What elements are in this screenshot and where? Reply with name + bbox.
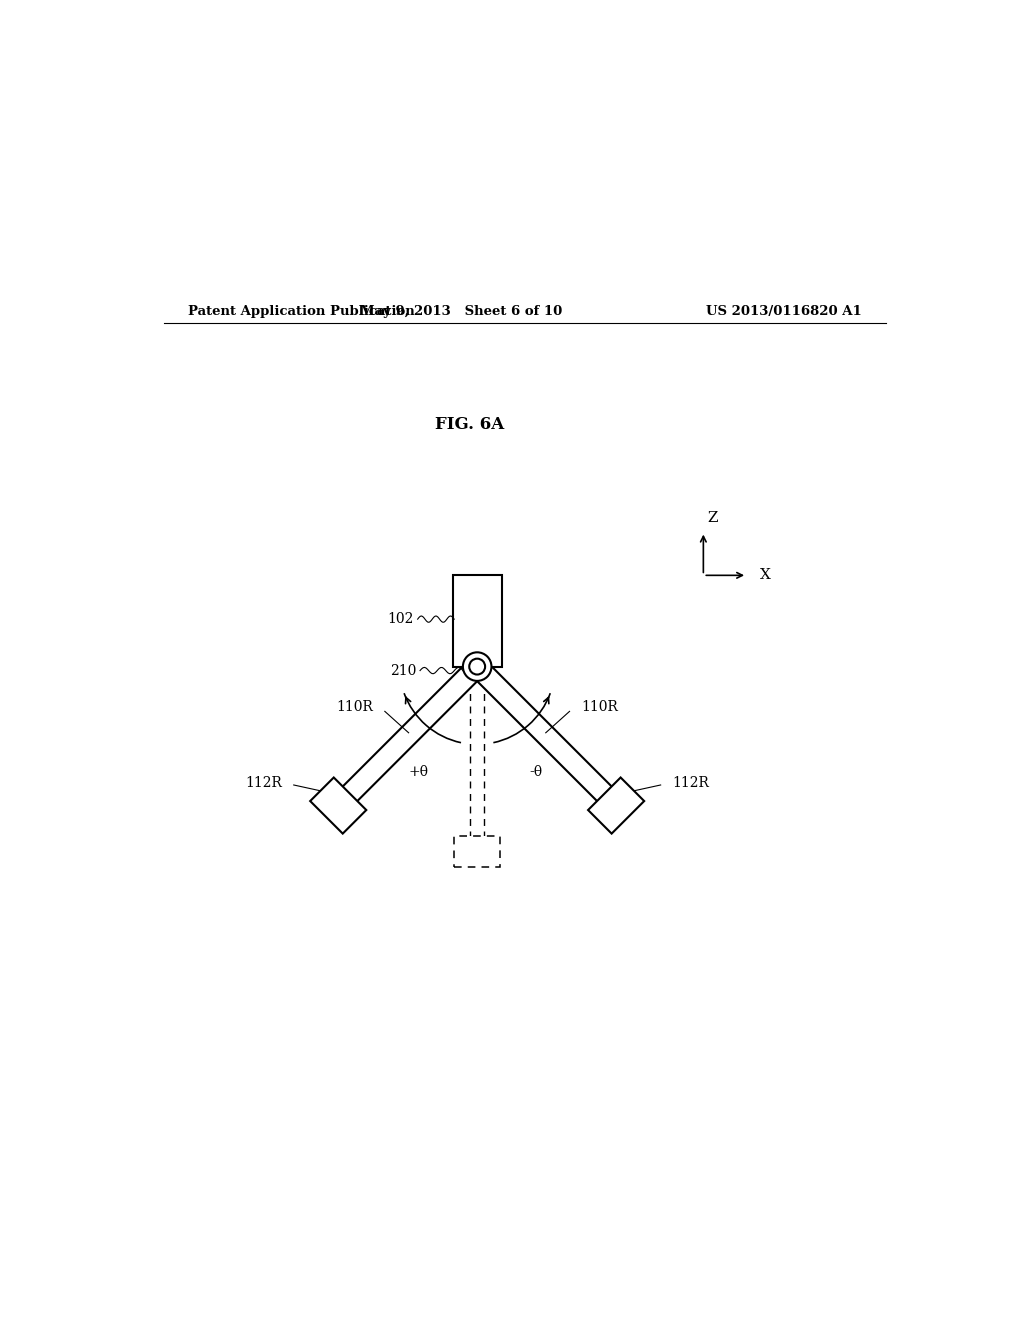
Text: X: X bbox=[760, 569, 771, 582]
Text: Patent Application Publication: Patent Application Publication bbox=[187, 305, 415, 318]
Polygon shape bbox=[338, 659, 484, 805]
Text: US 2013/0116820 A1: US 2013/0116820 A1 bbox=[707, 305, 862, 318]
Text: 112R: 112R bbox=[245, 776, 282, 789]
Text: 110R: 110R bbox=[336, 701, 373, 714]
Text: 110R: 110R bbox=[582, 701, 618, 714]
Text: 112R: 112R bbox=[673, 776, 710, 789]
Circle shape bbox=[463, 652, 492, 681]
Text: +θ: +θ bbox=[409, 764, 429, 779]
Text: 210: 210 bbox=[390, 664, 416, 677]
Polygon shape bbox=[310, 777, 367, 834]
Text: May 9, 2013   Sheet 6 of 10: May 9, 2013 Sheet 6 of 10 bbox=[360, 305, 562, 318]
Bar bbox=[455, 836, 500, 867]
Text: FIG. 6A: FIG. 6A bbox=[434, 416, 504, 433]
Circle shape bbox=[469, 659, 485, 675]
Polygon shape bbox=[470, 659, 616, 805]
Polygon shape bbox=[588, 777, 644, 834]
Bar bbox=[453, 576, 502, 667]
Text: -θ: -θ bbox=[529, 764, 542, 779]
Text: 102: 102 bbox=[387, 612, 414, 626]
Text: Z: Z bbox=[708, 511, 718, 525]
